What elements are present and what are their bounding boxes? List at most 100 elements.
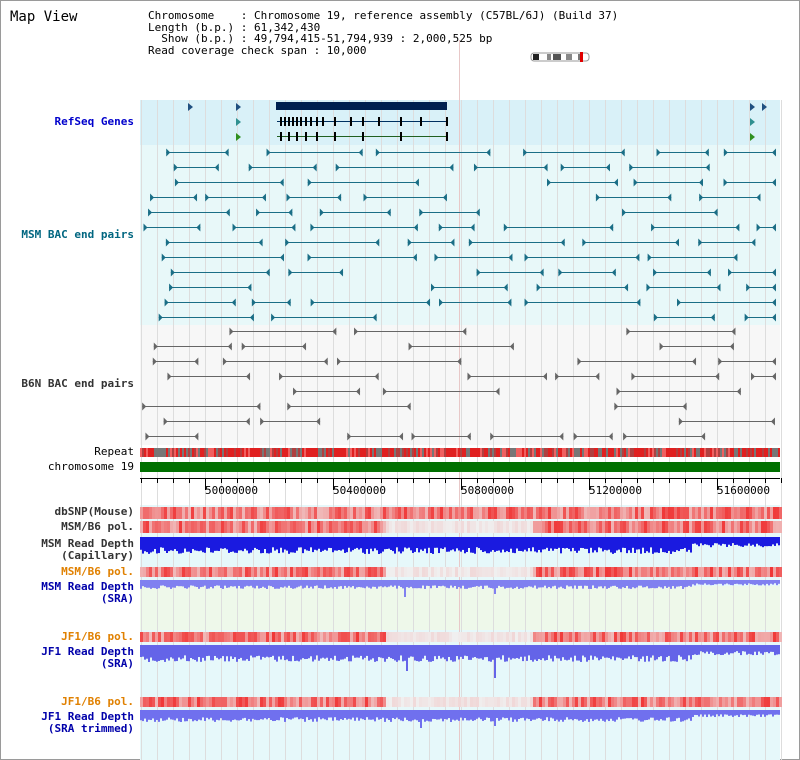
read-depth-bar bbox=[434, 580, 436, 586]
track-label-msm-depth-sra[interactable]: MSM Read Depth (SRA) bbox=[41, 580, 134, 605]
polymorphism-mark bbox=[293, 507, 296, 519]
track-label-jf1-depth-sra[interactable]: JF1 Read Depth (SRA) bbox=[41, 645, 134, 670]
read-depth-bar bbox=[470, 645, 472, 660]
polymorphism-mark bbox=[536, 507, 539, 519]
polymorphism-mark bbox=[707, 507, 710, 519]
read-depth-bar bbox=[740, 580, 742, 585]
read-depth-bar bbox=[360, 537, 362, 549]
track-label-msm-pol-1[interactable]: MSM/B6 pol. bbox=[61, 520, 134, 533]
read-depth-bar bbox=[422, 645, 424, 659]
polymorphism-mark bbox=[419, 507, 422, 519]
read-depth-bar bbox=[532, 537, 534, 548]
track-label-msm-bac[interactable]: MSM BAC end pairs bbox=[21, 228, 134, 241]
read-depth-bar bbox=[758, 580, 760, 586]
msm-bac-pair-end bbox=[173, 163, 178, 172]
read-depth-bar bbox=[568, 710, 570, 720]
read-depth-bar bbox=[254, 537, 256, 548]
read-depth-bar bbox=[480, 710, 482, 720]
read-depth-bar bbox=[454, 580, 456, 586]
polymorphism-mark bbox=[209, 521, 212, 533]
region-info: Chromosome : Chromosome 19, reference as… bbox=[148, 10, 618, 56]
read-depth-bar bbox=[624, 710, 626, 719]
polymorphism-mark bbox=[767, 507, 770, 519]
read-depth-bar bbox=[724, 710, 726, 715]
polymorphism-mark bbox=[722, 507, 725, 519]
read-depth-bar bbox=[206, 710, 208, 718]
repeat-mark bbox=[148, 448, 150, 457]
repeat-mark bbox=[762, 448, 764, 457]
read-depth-bar bbox=[160, 645, 162, 661]
polymorphism-mark bbox=[407, 507, 410, 519]
track-label-dbsnp[interactable]: dbSNP(Mouse) bbox=[54, 505, 134, 518]
read-depth-bar bbox=[668, 710, 670, 718]
polymorphism-mark bbox=[572, 521, 575, 533]
repeat-mark bbox=[212, 448, 214, 457]
read-depth-bar bbox=[508, 710, 510, 721]
read-depth-bar bbox=[386, 580, 388, 588]
read-depth-bar bbox=[346, 645, 348, 657]
polymorphism-mark bbox=[533, 632, 536, 642]
repeat-mark bbox=[362, 448, 364, 457]
read-depth-bar bbox=[262, 645, 264, 657]
polymorphism-mark bbox=[440, 507, 443, 519]
track-label-msm-pol-2[interactable]: MSM/B6 pol. bbox=[61, 565, 134, 578]
polymorphism-mark bbox=[704, 632, 707, 642]
repeat-mark bbox=[356, 448, 358, 457]
track-label-jf1-depth-trimmed[interactable]: JF1 Read Depth (SRA trimmed) bbox=[41, 710, 134, 735]
repeat-mark bbox=[434, 448, 436, 457]
track-label-refseq[interactable]: RefSeq Genes bbox=[54, 115, 134, 128]
polymorphism-mark bbox=[719, 632, 722, 642]
polymorphism-mark bbox=[626, 632, 629, 642]
refseq-exon bbox=[296, 132, 298, 141]
read-depth-bar bbox=[256, 710, 258, 721]
read-depth-bar bbox=[628, 537, 630, 551]
polymorphism-mark bbox=[236, 697, 239, 707]
read-depth-bar bbox=[482, 537, 484, 553]
polymorphism-mark bbox=[668, 567, 671, 577]
polymorphism-mark bbox=[194, 567, 197, 577]
read-depth-bar bbox=[438, 645, 440, 656]
repeat-mark bbox=[560, 448, 562, 457]
polymorphism-mark bbox=[743, 697, 746, 707]
polymorphism-mark bbox=[194, 521, 197, 533]
read-depth-bar bbox=[144, 645, 146, 660]
track-label-jf1-pol-2[interactable]: JF1/B6 pol. bbox=[61, 695, 134, 708]
polymorphism-mark bbox=[491, 507, 494, 519]
read-depth-bar bbox=[552, 537, 554, 551]
polymorphism-mark bbox=[449, 632, 452, 642]
polymorphism-mark bbox=[383, 521, 386, 533]
read-depth-bar bbox=[692, 537, 694, 544]
polymorphism-mark bbox=[200, 521, 203, 533]
repeat-mark bbox=[254, 448, 256, 457]
read-depth-bar bbox=[570, 710, 572, 720]
read-depth-bar bbox=[652, 580, 654, 588]
read-depth-bar bbox=[202, 710, 204, 718]
read-depth-bar bbox=[560, 537, 562, 554]
repeat-mark bbox=[496, 448, 498, 457]
track-label-b6n-bac[interactable]: B6N BAC end pairs bbox=[21, 377, 134, 390]
polymorphism-mark bbox=[581, 632, 584, 642]
polymorphism-mark bbox=[164, 567, 167, 577]
track-label-jf1-pol-1[interactable]: JF1/B6 pol. bbox=[61, 630, 134, 643]
polymorphism-mark bbox=[395, 521, 398, 533]
read-depth-bar bbox=[530, 645, 532, 661]
polymorphism-mark bbox=[170, 697, 173, 707]
read-depth-bar bbox=[540, 710, 542, 719]
polymorphism-mark bbox=[314, 507, 317, 519]
read-depth-bar bbox=[164, 645, 166, 662]
read-depth-bar bbox=[282, 645, 284, 656]
read-depth-bar bbox=[358, 580, 360, 587]
repeat-mark bbox=[670, 448, 672, 457]
polymorphism-mark bbox=[770, 567, 773, 577]
read-depth-bar bbox=[754, 580, 756, 585]
read-depth-bar bbox=[740, 645, 742, 656]
msm-bac-pair-end bbox=[582, 238, 587, 247]
read-depth-bar bbox=[494, 645, 496, 678]
track-label-msm-depth-capillary[interactable]: MSM Read Depth (Capillary) bbox=[41, 537, 134, 562]
read-depth-bar bbox=[408, 580, 410, 588]
polymorphism-mark bbox=[245, 521, 248, 533]
polymorphism-mark bbox=[200, 632, 203, 642]
polymorphism-mark bbox=[359, 632, 362, 642]
read-depth-bar bbox=[528, 645, 530, 656]
